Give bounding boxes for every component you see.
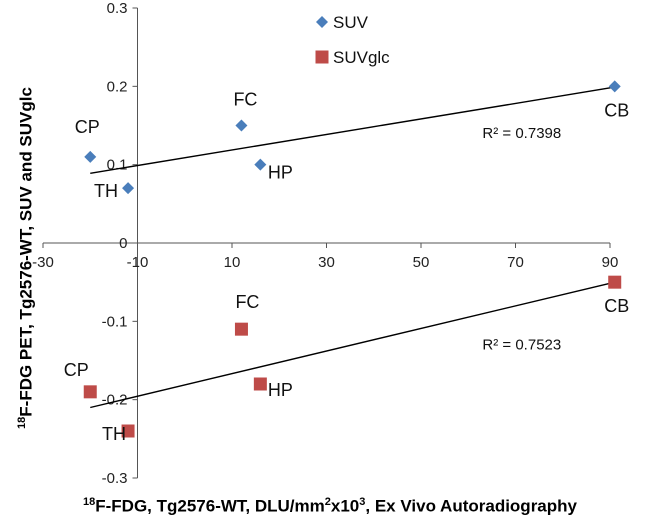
suvglc-point-hp (253, 377, 267, 391)
suvglc-point-cb (608, 275, 622, 289)
x-axis-title: 18F-FDG, Tg2576-WT, DLU/mm2x103, Ex Vivo… (83, 496, 577, 516)
r-squared-labels: R² = 0.7398 R² = 0.7523 (482, 125, 561, 353)
legend-marker-suv (316, 16, 328, 28)
point-label-hp: HP (268, 163, 293, 183)
x-tick-labels: -30 -10 10 30 50 70 90 (32, 254, 618, 271)
r2-label-suvglc: R² = 0.7523 (482, 337, 561, 354)
suv-point-cb (608, 80, 621, 93)
point-label-cb: CB (604, 100, 629, 120)
suv-point-th (122, 182, 135, 195)
suv-point-fc (235, 119, 248, 132)
suv-point-hp (254, 158, 267, 171)
y-tick-labels: 0.3 0.2 0.1 0 -0.1 -0.2 -0.3 (102, 0, 128, 487)
x-tick-label: 50 (413, 254, 430, 271)
y-tick-label: 0.3 (107, 0, 128, 17)
x-tick-label: -10 (127, 254, 149, 271)
y-tick-label: -0.1 (102, 313, 128, 330)
point-label-th: TH (94, 181, 118, 201)
data-markers (83, 80, 622, 438)
axes (42, 7, 611, 479)
trendlines (90, 86, 615, 409)
x-tick-label: 70 (507, 254, 524, 271)
y-tick-label: 0.2 (107, 78, 128, 95)
x-tick-label: -30 (32, 254, 54, 271)
point-label-cp: CP (64, 360, 89, 380)
suvglc-point-cp (83, 385, 97, 399)
point-label-th: TH (102, 424, 126, 444)
point-label-hp: HP (268, 380, 293, 400)
legend: SUV SUVglc (315, 13, 390, 67)
point-label-fc: FC (233, 90, 257, 110)
y-tick-label: 0.1 (107, 157, 128, 174)
point-label-cb: CB (604, 296, 629, 316)
legend-marker-suvglc (315, 50, 329, 64)
x-tick-label: 90 (602, 254, 619, 271)
trendline-suv (90, 86, 615, 174)
point-label-cp: CP (75, 117, 100, 137)
suv-point-cp (84, 150, 97, 163)
r2-label-suv: R² = 0.7398 (482, 125, 561, 142)
suvglc-point-th (121, 424, 135, 438)
point-labels: CP TH FC HP CB CP TH FC HP CB (64, 90, 629, 445)
y-tick-label: -0.2 (102, 392, 128, 409)
y-tick-label: -0.3 (102, 470, 128, 487)
trendline-suvglc (90, 281, 615, 409)
suvglc-point-fc (234, 322, 248, 336)
y-tick-label: 0 (119, 235, 127, 252)
legend-label-suv: SUV (333, 13, 369, 32)
legend-label-suvglc: SUVglc (333, 48, 390, 67)
x-tick-label: 10 (224, 254, 241, 271)
x-tick-label: 30 (318, 254, 335, 271)
point-label-fc: FC (235, 292, 259, 312)
